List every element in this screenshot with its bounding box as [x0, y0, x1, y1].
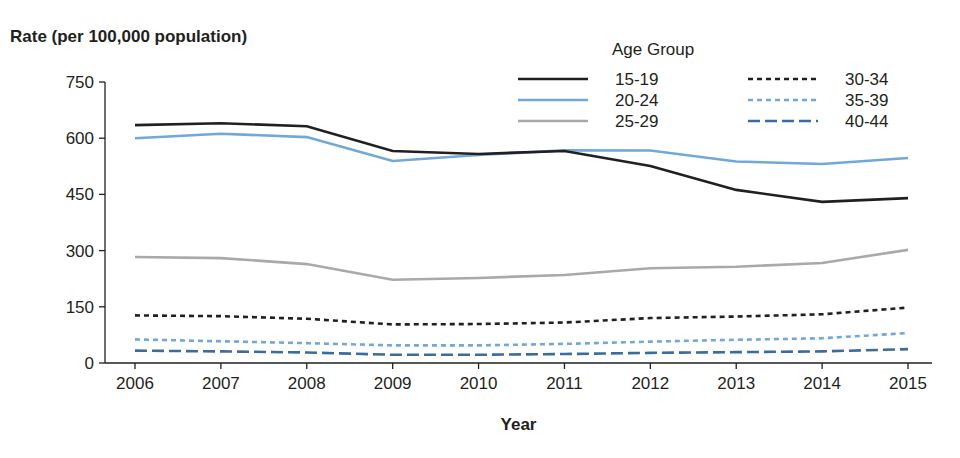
- legend-label: 15-19: [615, 70, 658, 89]
- plot-area: [135, 123, 908, 355]
- x-tick-label: 2013: [717, 374, 755, 393]
- legend-label: 25-29: [615, 112, 658, 131]
- x-tick: [907, 363, 908, 369]
- x-tick-label: 2010: [460, 374, 498, 393]
- series-line: [135, 349, 908, 355]
- legend-label: 20-24: [615, 91, 658, 110]
- x-tick: [821, 363, 822, 369]
- x-axis-label: Year: [501, 415, 537, 434]
- y-tick: [99, 250, 105, 251]
- legend-swatch: [748, 78, 818, 81]
- chart: 0 150 300 450 600 750 2006 2007 2008 2009 2010 2011…: [0, 0, 960, 458]
- y-tick-label: 450: [66, 185, 94, 204]
- y-tick: [99, 306, 105, 307]
- series-line: [135, 250, 908, 280]
- x-tick-label: 2008: [288, 374, 326, 393]
- x-axis: [105, 362, 932, 363]
- y-tick-label: 150: [66, 298, 94, 317]
- x-tick: [392, 363, 393, 369]
- legend-swatch: [748, 99, 818, 102]
- legend-swatch: [748, 120, 818, 123]
- x-tick: [306, 363, 307, 369]
- series-line: [135, 134, 908, 164]
- x-tick-label: 2007: [202, 374, 240, 393]
- x-tick: [736, 363, 737, 369]
- x-tick-label: 2009: [374, 374, 412, 393]
- x-tick-label: 2014: [803, 374, 841, 393]
- y-tick-label: 600: [66, 129, 94, 148]
- legend-label: 35-39: [845, 91, 888, 110]
- y-tick-label: 0: [85, 354, 94, 373]
- legend-title: Age Group: [612, 40, 694, 59]
- y-tick: [99, 138, 105, 139]
- x-tick: [564, 363, 565, 369]
- series-line: [135, 333, 908, 345]
- x-tick-label: 2012: [631, 374, 669, 393]
- x-tick: [478, 363, 479, 369]
- x-tick-label: 2006: [116, 374, 154, 393]
- x-tick-label: 2015: [889, 374, 927, 393]
- y-tick: [99, 362, 105, 363]
- series-line: [135, 123, 908, 202]
- legend-swatch: [518, 78, 588, 81]
- legend-swatch: [518, 99, 588, 102]
- y-tick-label: 750: [66, 73, 94, 92]
- series-line: [135, 308, 908, 325]
- y-tick: [99, 194, 105, 195]
- y-axis: [104, 82, 105, 363]
- legend-swatch: [518, 120, 588, 123]
- x-tick: [650, 363, 651, 369]
- x-tick-label: 2011: [546, 374, 583, 393]
- y-tick: [99, 81, 105, 82]
- y-tick-label: 300: [66, 242, 94, 261]
- x-tick: [134, 363, 135, 369]
- legend-label: 40-44: [845, 112, 888, 131]
- y-axis-label: Rate (per 100,000 population): [10, 27, 247, 46]
- legend-label: 30-34: [845, 70, 888, 89]
- x-tick: [220, 363, 221, 369]
